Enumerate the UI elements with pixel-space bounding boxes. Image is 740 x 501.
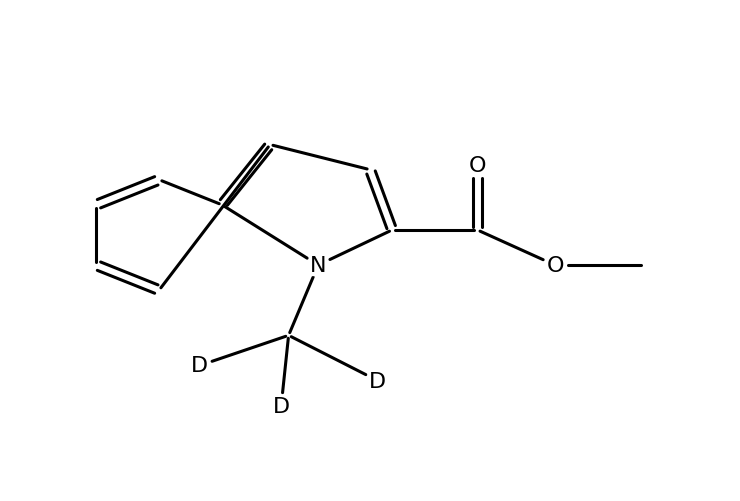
Text: D: D [191,356,209,376]
Text: D: D [369,371,386,391]
Text: D: D [272,396,290,416]
Text: O: O [546,256,564,276]
Text: N: N [310,256,326,276]
Text: O: O [468,155,486,175]
